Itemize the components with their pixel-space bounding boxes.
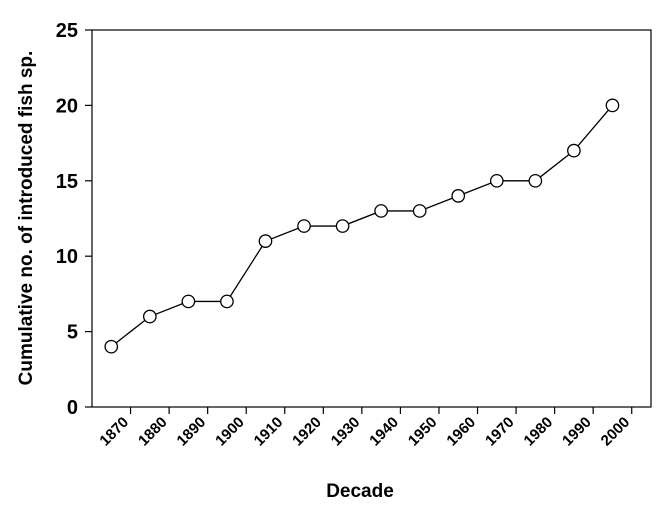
x-tick-label: 1930 xyxy=(328,414,364,450)
series-line xyxy=(110,104,613,348)
y-axis-ticks: 0 5 10 15 20 25 xyxy=(56,20,92,419)
data-point xyxy=(489,173,504,188)
y-axis-title: Cumulative no. of introduced fish sp. xyxy=(16,51,37,386)
data-point xyxy=(374,204,388,218)
y-tick-label: 0 xyxy=(67,397,78,419)
x-tick-label: 2000 xyxy=(598,414,634,450)
y-tick-label: 5 xyxy=(67,322,78,344)
x-tick-label: 1990 xyxy=(559,414,595,450)
series-layer xyxy=(104,98,620,354)
y-tick-label: 20 xyxy=(56,95,78,117)
x-tick-label: 1870 xyxy=(96,414,132,450)
data-point xyxy=(220,294,234,309)
data-point xyxy=(567,143,581,158)
data-point xyxy=(605,98,620,113)
x-axis-title: Decade xyxy=(326,481,394,502)
x-tick-label: 1880 xyxy=(135,414,171,450)
data-point xyxy=(258,234,273,248)
x-tick-label: 1940 xyxy=(366,414,402,450)
data-point xyxy=(335,219,350,233)
x-tick-label: 1920 xyxy=(289,414,325,450)
plot-frame xyxy=(91,29,652,408)
data-point xyxy=(451,189,466,203)
data-point xyxy=(142,309,157,324)
data-point xyxy=(181,294,196,309)
x-tick-label: 1970 xyxy=(482,414,518,450)
y-tick-label: 10 xyxy=(56,246,78,268)
x-tick-label: 1980 xyxy=(521,414,557,450)
y-tick-label: 25 xyxy=(56,20,78,42)
data-point xyxy=(528,173,543,188)
x-tick-label: 1900 xyxy=(212,414,248,450)
data-point xyxy=(412,204,427,218)
y-tick-label: 15 xyxy=(56,171,78,193)
x-tick-label: 1910 xyxy=(251,414,287,450)
data-point xyxy=(297,219,311,233)
x-tick-label: 1960 xyxy=(443,414,479,450)
data-point xyxy=(104,339,119,354)
x-tick-label: 1950 xyxy=(405,414,441,450)
x-axis-ticks: 1870 1880 1890 1900 1910 1920 1930 1940 1950 1960… xyxy=(96,407,633,449)
x-tick-label: 1890 xyxy=(174,414,210,450)
